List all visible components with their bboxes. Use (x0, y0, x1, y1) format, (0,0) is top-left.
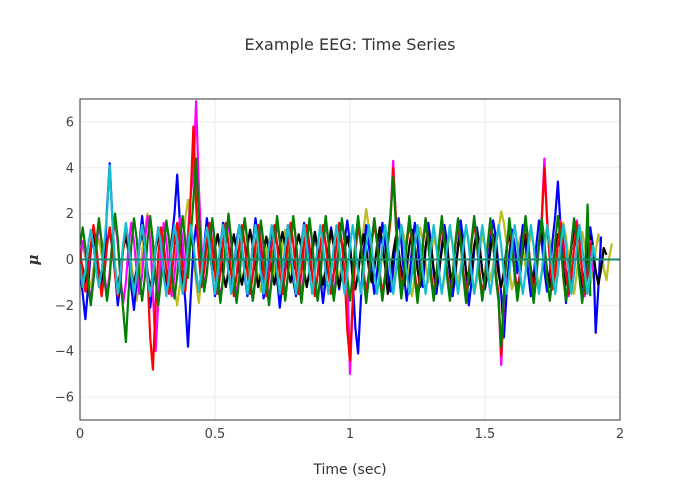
series-layer (80, 100, 613, 376)
y-tick-label: −6 (55, 391, 74, 406)
y-tick-label: 4 (66, 161, 74, 176)
x-axis-title: Time (sec) (312, 462, 386, 478)
eeg-series-line-6 (80, 157, 592, 348)
y-tick-label: 2 (66, 207, 74, 222)
x-tick-label: 0.5 (205, 427, 226, 442)
y-tick-label: 6 (66, 115, 74, 130)
x-tick-label: 2 (616, 427, 624, 442)
plot-area-frame (79, 98, 621, 421)
y-tick-labels: −6 −4 −2 0 2 4 6 (55, 115, 74, 405)
y-tick-label: −2 (55, 299, 74, 314)
x-tick-label: 1.5 (475, 427, 496, 442)
y-tick-label: −4 (55, 345, 74, 360)
y-axis-title: μ (24, 254, 42, 265)
eeg-series-line-7 (80, 164, 597, 298)
y-tick-label: 0 (66, 253, 74, 268)
x-tick-label: 1 (346, 427, 354, 442)
chart-title: Example EEG: Time Series (244, 35, 455, 54)
x-tick-labels: 0 0.5 1 1.5 2 (76, 427, 624, 442)
x-tick-label: 0 (76, 427, 84, 442)
